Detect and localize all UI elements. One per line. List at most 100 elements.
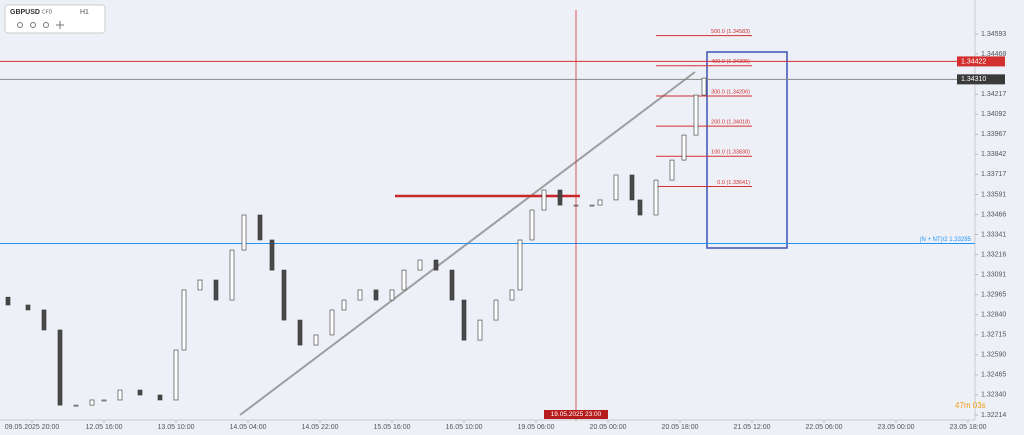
x-tick-label: 21.05 12:00	[734, 424, 771, 431]
range-box	[706, 51, 788, 249]
candle-body	[241, 214, 247, 251]
candle-body	[541, 189, 547, 211]
x-tick-label: 12.05 16:00	[86, 424, 123, 431]
candle-body	[341, 299, 347, 311]
symbol[interactable]: GBPUSD	[10, 9, 40, 16]
candle-body	[297, 319, 303, 346]
candle-body	[57, 329, 63, 406]
y-tick-label: 1.33466	[981, 211, 1006, 218]
x-tick-label: 19.05 06:00	[518, 424, 555, 431]
y-tick-label: 1.32840	[981, 312, 1006, 319]
candle-body	[681, 134, 687, 161]
y-tick-label: 1.33591	[981, 191, 1006, 198]
candle-body	[637, 199, 643, 216]
fib-label: 300.0 (1.34206)	[711, 89, 750, 95]
candle-body	[101, 399, 107, 402]
candle-body	[257, 214, 263, 241]
candle-body	[269, 239, 275, 271]
candle-body	[373, 289, 379, 301]
x-tick-label: 22.05 06:00	[806, 424, 843, 431]
x-tick-label: 23.05 18:00	[950, 424, 987, 431]
crosshair-label-box	[544, 410, 608, 419]
y-tick-label: 1.34468	[981, 51, 1006, 58]
candle-body	[597, 199, 603, 206]
toolbar: GBPUSD CFD H1	[4, 4, 106, 34]
candle-body	[449, 269, 455, 301]
y-tick-label: 1.34593	[981, 31, 1006, 38]
fib-label: 400.0 (1.34395)	[711, 59, 750, 65]
y-tick-label: 1.32715	[981, 332, 1006, 339]
candle-body	[493, 299, 499, 321]
x-tick-label: 09.05.2025 20:00	[5, 424, 60, 431]
candle-body	[181, 289, 187, 351]
candle-body	[389, 289, 395, 301]
instrument-type: CFD	[42, 9, 53, 15]
candle-body	[573, 204, 579, 207]
candle-body	[157, 394, 163, 401]
y-tick-label: 1.32340	[981, 392, 1006, 399]
price-label-box	[957, 56, 1005, 67]
candle-body	[653, 179, 659, 216]
candle-body	[229, 249, 235, 301]
y-tick-label: 1.32965	[981, 292, 1006, 299]
price-label: 1.34310	[961, 76, 986, 83]
x-tick-label: 13.05 10:00	[158, 424, 195, 431]
x-tick-label: 14.05 04:00	[230, 424, 267, 431]
candle-body	[613, 174, 619, 201]
x-tick-label: 20.05 18:00	[662, 424, 699, 431]
y-tick-label: 1.33216	[981, 251, 1006, 258]
candle-body	[197, 279, 203, 291]
candle-body	[693, 94, 699, 136]
y-tick-label: 1.32465	[981, 372, 1006, 379]
candle-body	[517, 239, 523, 291]
candle-body	[629, 174, 635, 201]
y-tick-label: 1.33842	[981, 151, 1006, 158]
candle-body	[313, 334, 319, 346]
x-tick-label: 23.05 00:00	[878, 424, 915, 431]
candle-body	[557, 189, 563, 206]
candle-body	[329, 309, 335, 336]
candle-body	[433, 259, 439, 271]
y-tick-label: 1.32590	[981, 352, 1006, 359]
x-tick-label: 15.05 16:00	[374, 424, 411, 431]
price-label: 1.34422	[961, 58, 986, 65]
candle-body	[669, 159, 675, 181]
candle-body	[701, 77, 707, 96]
candle-body	[25, 304, 31, 311]
countdown: 47m 03s	[955, 401, 986, 410]
candle-body	[529, 209, 535, 241]
candle-body	[589, 204, 595, 207]
y-tick-label: 1.32214	[981, 412, 1006, 419]
timeframe[interactable]: H1	[80, 9, 89, 16]
candle-body	[41, 309, 47, 331]
x-tick-label: 14.05 22:00	[302, 424, 339, 431]
line-label: (N + NT)/2 1.33285	[919, 237, 971, 243]
candle-body	[477, 319, 483, 341]
candle-body	[401, 269, 407, 291]
candle-body	[509, 289, 515, 301]
y-tick-label: 1.34217	[981, 91, 1006, 98]
candle-body	[213, 279, 219, 301]
candle-body	[357, 289, 363, 301]
candle-body	[5, 296, 11, 306]
candle-body	[89, 399, 95, 406]
y-tick-label: 1.33341	[981, 231, 1006, 238]
tool-icons[interactable]	[17, 21, 65, 29]
x-tick-label: 20.05 00:00	[590, 424, 627, 431]
candle-body	[281, 269, 287, 321]
candle-body	[173, 349, 179, 401]
candle-body	[417, 259, 423, 271]
crosshair-label: 19.05.2025 23:00	[551, 411, 602, 418]
y-tick-label: 1.34092	[981, 111, 1006, 118]
fib-label: 100.0 (1.33830)	[711, 150, 750, 156]
toolbar-box	[4, 4, 106, 34]
y-tick-label: 1.33717	[981, 171, 1006, 178]
y-tick-label: 1.33967	[981, 131, 1006, 138]
y-tick-label: 1.33091	[981, 271, 1006, 278]
price-label-box	[957, 74, 1005, 85]
fib-label: 0.0 (1.33641)	[717, 180, 750, 186]
fib-label: 200.0 (1.34018)	[711, 120, 750, 126]
fib-label: 500.0 (1.34583)	[711, 29, 750, 35]
